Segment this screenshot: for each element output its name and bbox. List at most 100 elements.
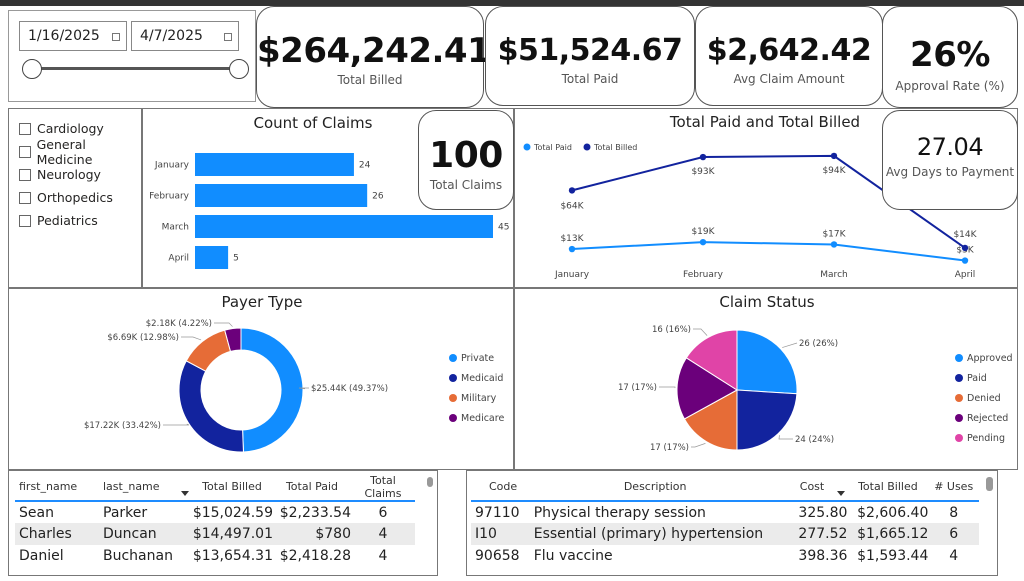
category-label: January: [154, 161, 190, 171]
table-cell: 398.36: [798, 548, 848, 564]
sort-descending-icon[interactable]: [837, 491, 845, 496]
checkbox-icon[interactable]: [19, 145, 31, 158]
data-point[interactable]: [699, 238, 707, 246]
data-label: $2.18K (4.22%): [146, 319, 212, 329]
data-label: 16 (16%): [652, 325, 691, 335]
checkbox-icon[interactable]: [19, 214, 31, 227]
pie-slice[interactable]: [224, 327, 242, 353]
table-cell: Parker: [103, 504, 148, 521]
department-label: Orthopedics: [37, 190, 113, 205]
department-option[interactable]: General Medicine: [19, 137, 141, 167]
table-cell: 6: [928, 523, 979, 545]
table-cell: $13,654.31: [192, 548, 273, 564]
data-point[interactable]: [699, 153, 707, 161]
table-cell: Physical therapy session: [533, 504, 706, 521]
department-option[interactable]: Orthopedics: [19, 186, 141, 209]
column-header[interactable]: Description: [533, 473, 777, 502]
table-row[interactable]: 90658 Flu vaccine 398.36 $1,593.44 4: [471, 545, 979, 567]
table-row[interactable]: Daniel Buchanan $13,654.31 $2,418.28 4: [15, 545, 415, 567]
patients-table-panel: first_name last_name Total Billed Total …: [8, 470, 438, 576]
data-label: $13K: [560, 234, 584, 244]
data-label: $17.22K (33.42%): [84, 421, 161, 431]
data-point[interactable]: [830, 152, 838, 160]
claims-bar[interactable]: [195, 246, 229, 269]
data-point[interactable]: [568, 187, 576, 194]
department-option[interactable]: Cardiology: [19, 117, 141, 140]
calendar-icon[interactable]: [224, 33, 232, 41]
column-header[interactable]: Cost: [776, 473, 848, 502]
scrollbar[interactable]: [427, 477, 433, 487]
data-label: 26 (26%): [799, 339, 838, 349]
kpi-label: Avg Days to Payment: [885, 165, 1015, 179]
series-line: [571, 241, 966, 262]
checkbox-icon[interactable]: [19, 122, 31, 135]
department-label: Pediatrics: [37, 213, 98, 228]
data-point[interactable]: [961, 244, 969, 252]
legend-label: Total Billed: [593, 143, 637, 152]
legend-marker: [955, 394, 963, 402]
pie-slice[interactable]: [736, 389, 798, 451]
data-label: 17 (17%): [618, 383, 657, 393]
leader-line: [298, 387, 309, 390]
data-label: 24: [359, 161, 371, 171]
legend-marker: [955, 354, 963, 362]
table-cell: 8: [949, 504, 959, 521]
data-point[interactable]: [568, 245, 576, 253]
table-cell: Flu vaccine: [533, 548, 613, 564]
claims-bar[interactable]: [195, 184, 368, 207]
data-point[interactable]: [961, 257, 969, 264]
pie-slice[interactable]: [240, 327, 304, 453]
procedures-table-panel: Code Description Cost Total Billed # Use…: [466, 470, 998, 576]
column-header[interactable]: Total Paid: [273, 473, 351, 502]
column-header[interactable]: # Uses: [928, 473, 979, 502]
column-header[interactable]: Total Billed: [191, 473, 273, 502]
table-cell: 4: [949, 548, 959, 564]
pie-slice[interactable]: [178, 360, 244, 453]
table-row[interactable]: I10 Essential (primary) hypertension 277.5…: [471, 523, 979, 545]
pie-slice[interactable]: [736, 329, 798, 395]
calendar-icon[interactable]: [112, 33, 120, 41]
department-option[interactable]: Neurology: [19, 163, 141, 186]
legend-label: Military: [461, 393, 497, 404]
kpi-total-paid: $51,524.67 Total Paid: [485, 6, 695, 106]
pie-slice[interactable]: [676, 357, 738, 420]
legend-label: Paid: [967, 373, 987, 384]
table-row[interactable]: Sean Parker $15,024.59 $2,233.54 6: [15, 501, 415, 523]
table-cell: $1,665.12: [847, 523, 929, 545]
table-cell: 4: [378, 548, 388, 564]
checkbox-icon[interactable]: [19, 191, 31, 204]
scrollbar[interactable]: [986, 477, 993, 491]
kpi-value: $2,642.42: [706, 33, 872, 68]
kpi-avg-claim: $2,642.42 Avg Claim Amount: [695, 6, 883, 106]
claims-bar[interactable]: [195, 215, 493, 238]
start-date-handle[interactable]: [22, 59, 42, 79]
sort-descending-icon[interactable]: [181, 491, 189, 496]
table-row[interactable]: 97110 Physical therapy session 325.80 $2,60…: [471, 501, 979, 523]
end-date-handle[interactable]: [229, 59, 249, 79]
column-header[interactable]: Code: [471, 473, 534, 502]
leader-line: [691, 443, 706, 448]
pie-slice[interactable]: [685, 329, 738, 391]
claims-bar[interactable]: [195, 153, 354, 176]
column-header[interactable]: first_name: [15, 473, 103, 502]
table-cell: $2,233.54: [279, 504, 351, 521]
data-label: $6.69K (12.98%): [107, 333, 179, 343]
end-date-input[interactable]: 4/7/2025: [131, 21, 239, 51]
table-row[interactable]: Charles Duncan $14,497.01 $780 4: [15, 523, 415, 545]
column-header[interactable]: Total Claims: [351, 473, 415, 502]
leader-line: [778, 435, 793, 440]
start-date-input[interactable]: 1/16/2025: [19, 21, 127, 51]
department-option[interactable]: Pediatrics: [19, 209, 141, 232]
payer-type-donut-chart: $25.44K (49.37%) $17.22K (33.42%) $6.69K (…: [84, 319, 504, 453]
data-point[interactable]: [830, 241, 838, 248]
pie-slice[interactable]: [683, 389, 738, 451]
department-list: Cardiology General Medicine Neurology Ortho…: [9, 109, 141, 232]
legend-label: Total Paid: [533, 143, 572, 152]
column-header[interactable]: last_name: [103, 473, 191, 502]
kpi-label: Total Billed: [337, 73, 403, 87]
table-cell: Buchanan: [103, 548, 173, 564]
column-header[interactable]: Total Billed: [847, 473, 929, 502]
table-header-row: Code Description Cost Total Billed # Use…: [471, 473, 979, 502]
checkbox-icon[interactable]: [19, 168, 31, 181]
table-cell: I10: [471, 523, 534, 545]
